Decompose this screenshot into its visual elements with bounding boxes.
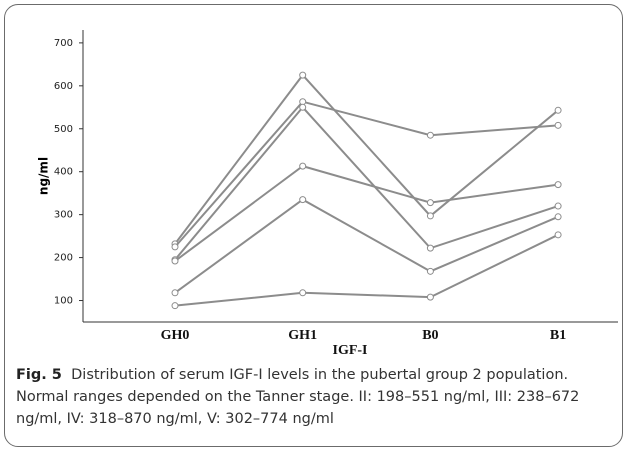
point-marker xyxy=(171,257,179,265)
y-tick-label: 500 xyxy=(54,124,73,135)
y-axis-label: ng/ml xyxy=(37,157,51,195)
y-tick-label: 200 xyxy=(54,253,73,264)
point-marker xyxy=(426,212,434,220)
series-line xyxy=(174,73,559,245)
series-line xyxy=(174,233,559,307)
point-marker xyxy=(426,199,434,207)
y-tick-label: 600 xyxy=(54,81,73,92)
series-line xyxy=(174,165,559,262)
y-tick-label: 400 xyxy=(54,167,73,178)
point-marker xyxy=(554,121,562,129)
point-marker xyxy=(171,243,179,251)
caption-text: Distribution of serum IGF-I levels in th… xyxy=(16,367,580,427)
point-marker xyxy=(426,293,434,301)
series-line xyxy=(174,105,559,261)
point-marker xyxy=(426,131,434,139)
caption: Fig. 5 Distribution of serum IGF-I level… xyxy=(16,364,616,430)
point-marker xyxy=(554,181,562,189)
y-tick-label: 100 xyxy=(54,296,73,307)
point-marker xyxy=(299,196,307,204)
x-axis-label: IGF-I xyxy=(333,343,368,358)
x-tick-label: GH0 xyxy=(161,328,190,343)
y-tick-label: 700 xyxy=(54,38,73,49)
point-marker xyxy=(426,244,434,252)
point-marker xyxy=(554,106,562,114)
point-marker xyxy=(299,162,307,170)
point-marker xyxy=(171,302,179,310)
point-marker xyxy=(171,289,179,297)
figure-frame xyxy=(4,4,623,447)
x-tick-label: B0 xyxy=(422,328,438,343)
point-marker xyxy=(299,103,307,111)
chart: ng/ml IGF-I 100 200 300 400 500 600 700 GH0 GH1 B… xyxy=(37,30,618,358)
x-tick-label: B1 xyxy=(550,328,566,343)
point-marker xyxy=(299,289,307,297)
series-line xyxy=(174,198,559,294)
series-line xyxy=(174,100,559,248)
x-tick-label: GH1 xyxy=(288,328,317,343)
point-marker xyxy=(299,71,307,79)
point-marker xyxy=(554,231,562,239)
caption-label: Fig. 5 xyxy=(16,367,62,383)
y-tick-label: 300 xyxy=(54,210,73,221)
point-marker xyxy=(554,213,562,221)
point-marker xyxy=(554,202,562,210)
point-marker xyxy=(426,267,434,275)
